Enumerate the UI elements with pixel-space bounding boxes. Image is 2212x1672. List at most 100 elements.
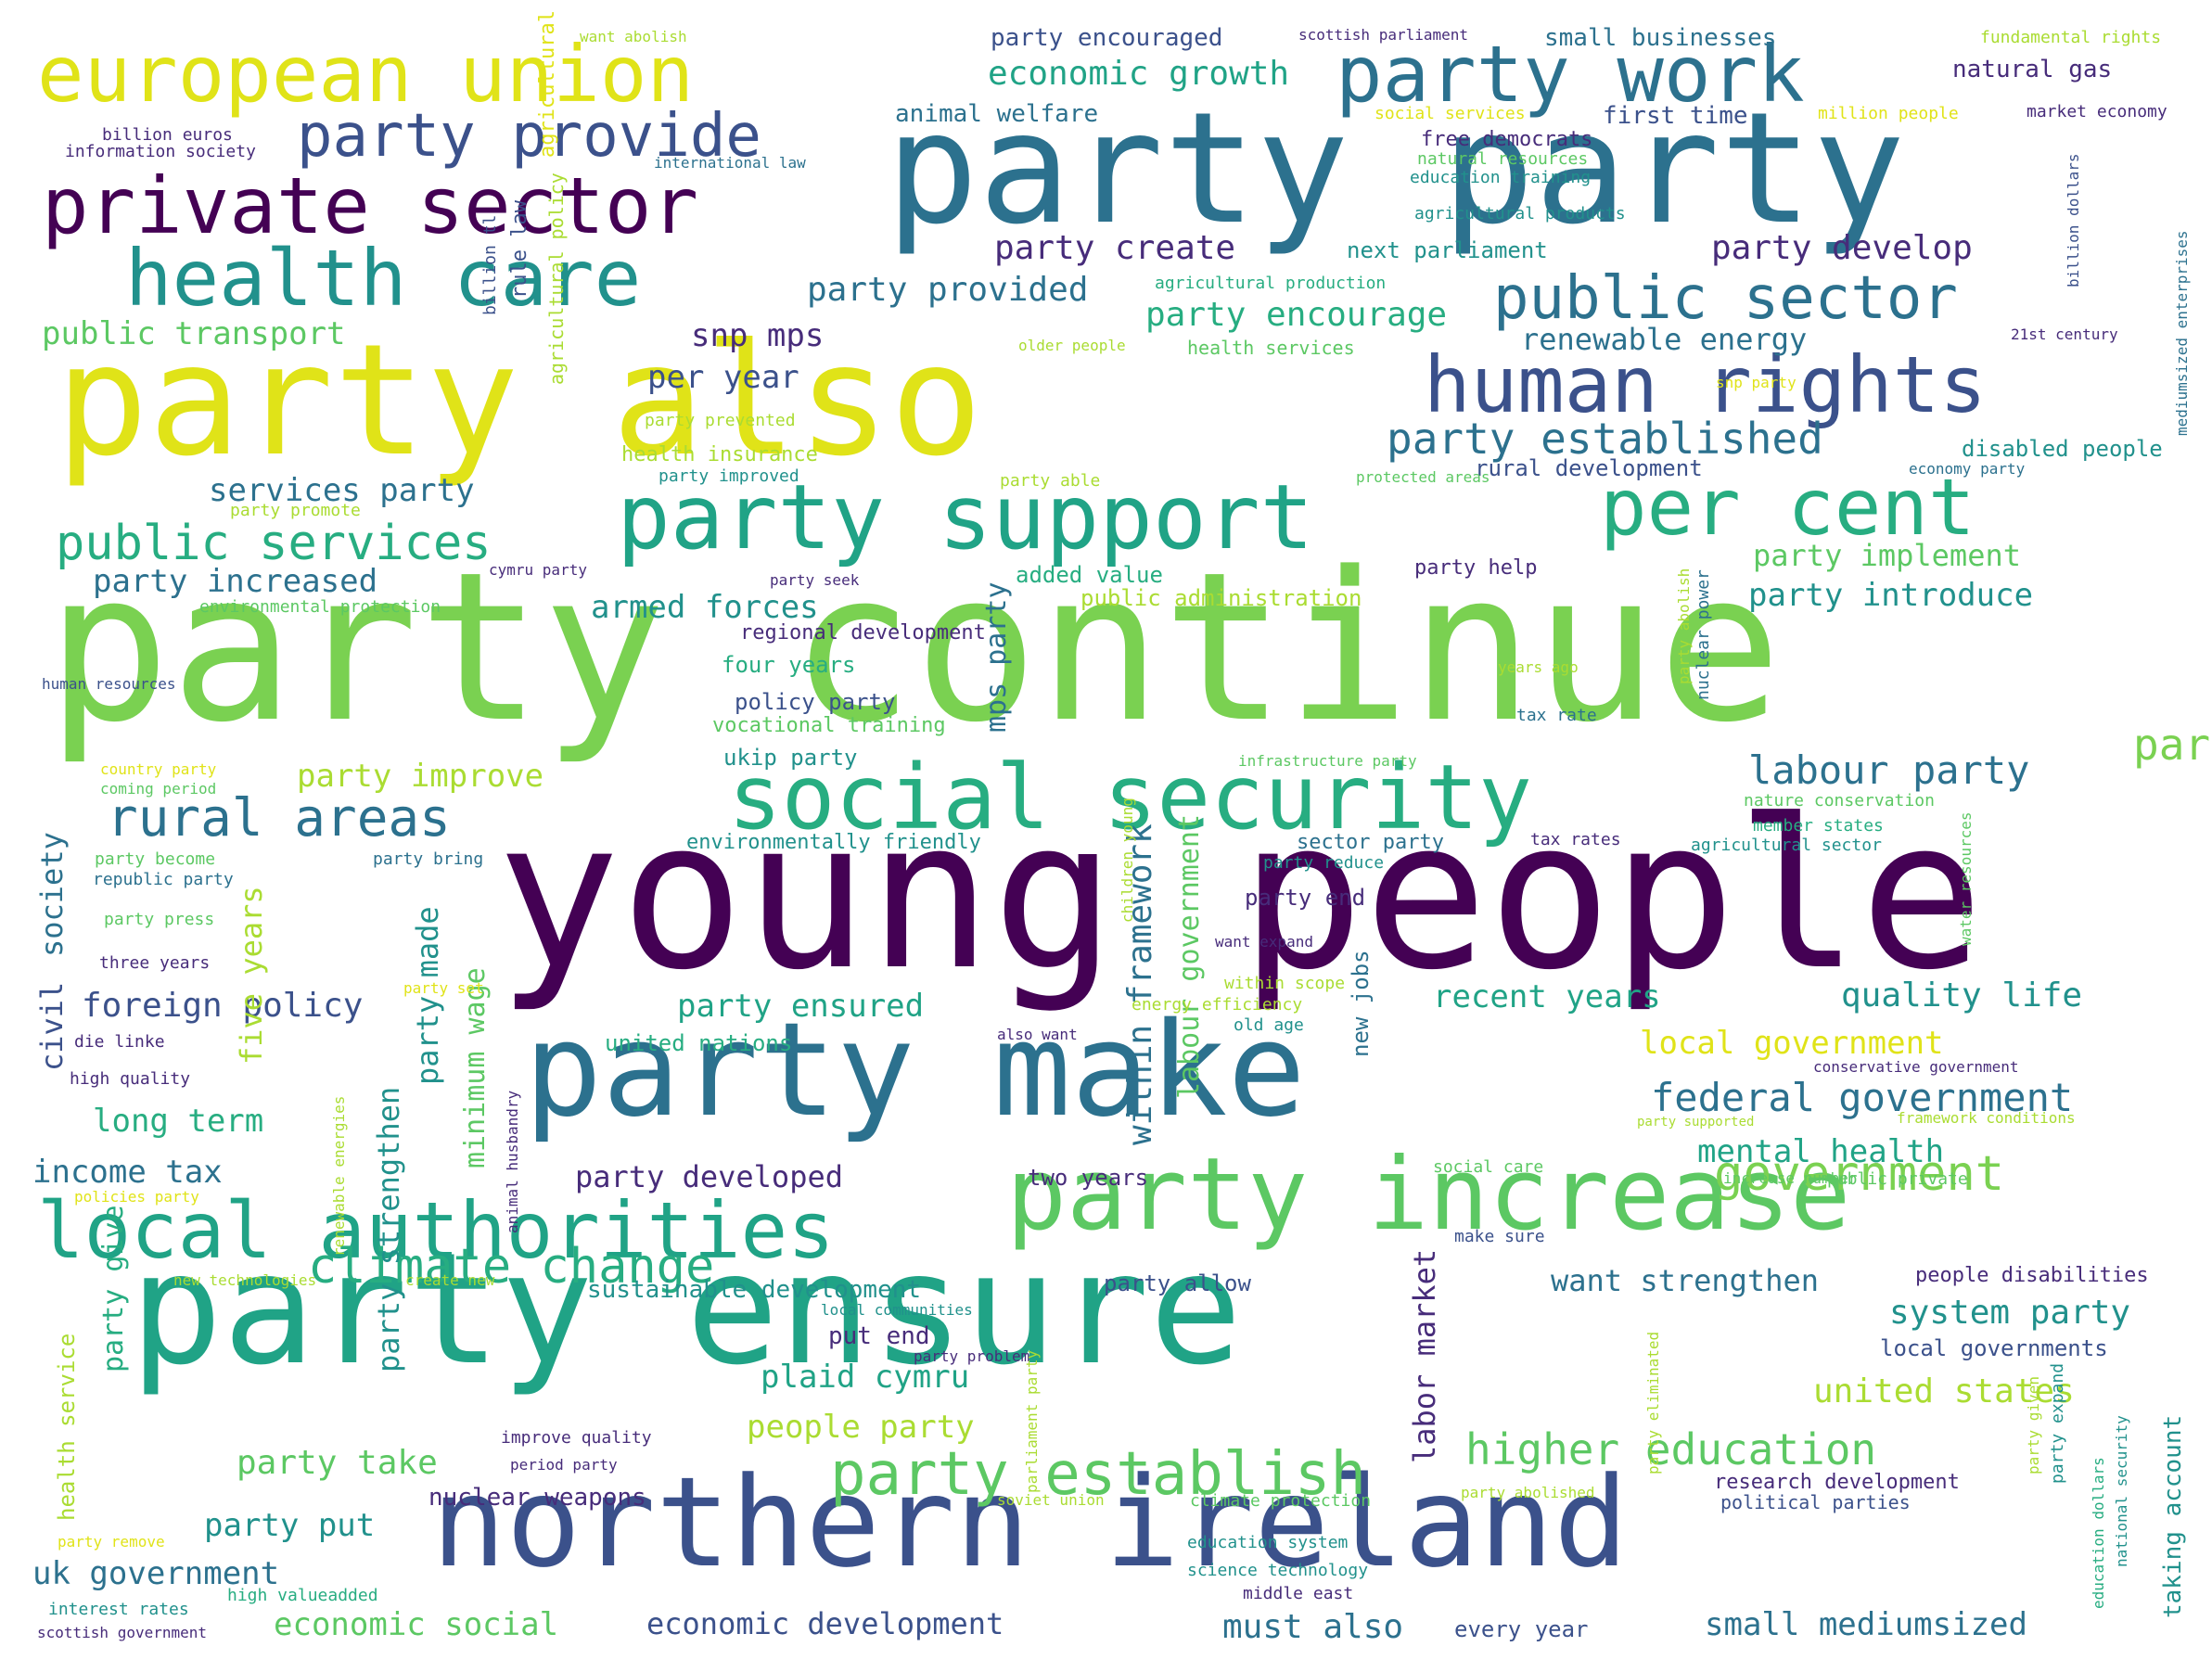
word: private sector (42, 160, 699, 251)
word: policies party (74, 1188, 199, 1206)
word: mediumsized enterprises (2173, 230, 2191, 436)
word: first time (1603, 102, 1748, 130)
word: human rights (1424, 339, 1987, 430)
word: higher education (1465, 1424, 1877, 1474)
word: billion tl (480, 214, 500, 315)
word: information society (65, 142, 256, 161)
word: tax rate (1516, 706, 1597, 725)
word: ukip party (723, 745, 858, 771)
word: public administration (1080, 585, 1362, 611)
word: labour government (1173, 813, 1206, 1099)
word: party introduce (1748, 577, 2034, 614)
word: small businesses (1544, 24, 1777, 52)
word: party seek (770, 571, 860, 589)
word: member states (1753, 816, 1884, 836)
word: natural gas (1952, 56, 2113, 83)
word: increase number (1723, 1169, 1858, 1187)
word: republic party (93, 870, 234, 889)
word: party encourage (1145, 296, 1448, 334)
word: local communities (821, 1301, 973, 1319)
word: nuclear weapons (428, 1484, 646, 1512)
word: added value (1016, 562, 1163, 588)
word: party promote (230, 501, 361, 520)
word: conservative government (1813, 1058, 2019, 1076)
word: political parties (1720, 1491, 1911, 1513)
word: period party (510, 1456, 618, 1474)
word: quality life (1841, 976, 2083, 1015)
word: party press (104, 910, 215, 929)
word: high quality (70, 1069, 191, 1089)
word: party strengthen (371, 1086, 406, 1372)
word: tax rates (1530, 830, 1621, 849)
word: armed forces (591, 589, 819, 626)
word: regional development (740, 621, 986, 645)
word: make sure (1454, 1227, 1545, 1246)
word: create new (405, 1271, 495, 1289)
word: education dollars (2090, 1457, 2107, 1609)
word: party ensured (677, 988, 925, 1025)
word: agricultural products (1414, 204, 1626, 223)
word: plaid cymru (761, 1359, 970, 1396)
word: party reduce (1263, 853, 1385, 873)
word: party work (1336, 29, 1805, 120)
word: civil (34, 981, 70, 1071)
word: party become (95, 849, 216, 869)
word: services party (209, 472, 475, 509)
word: sector party (1297, 831, 1444, 854)
word: health services (1187, 337, 1355, 359)
word: people party (747, 1409, 975, 1446)
word: society (34, 832, 70, 957)
word: middle east (1243, 1584, 1354, 1603)
word: mental health (1697, 1133, 1945, 1170)
word: renewable energy (1521, 322, 1808, 357)
word: framework conditions (1897, 1109, 2076, 1127)
word: public private (1827, 1169, 1968, 1189)
word: labour party (1748, 747, 2030, 793)
word: per year (647, 359, 799, 396)
word: party problem (914, 1347, 1030, 1365)
word: billion euros (102, 125, 233, 145)
word: social security (728, 746, 1532, 849)
word: sustainable development (587, 1276, 922, 1304)
word: within scope (1224, 974, 1346, 993)
word: recent years (1433, 978, 1661, 1015)
word: older people (1018, 337, 1126, 354)
word: agricultural policy (536, 0, 559, 158)
word: infrastructure party (1238, 752, 1417, 770)
word: scottish government (37, 1624, 208, 1641)
word: scottish parliament (1298, 26, 1469, 44)
word: party make (524, 995, 1306, 1146)
word: economic development (646, 1606, 1004, 1641)
word: fundamental rights (1980, 28, 2162, 47)
word: nuclear power (1694, 569, 1713, 700)
word: animal husbandry (504, 1090, 521, 1233)
word: country party (100, 760, 217, 778)
word: agricultural production (1155, 274, 1387, 293)
word: party (2133, 720, 2212, 770)
word: party increase (1006, 1137, 1851, 1253)
word: party support (617, 466, 1314, 569)
word: children young (1119, 798, 1136, 923)
word: also want (997, 1026, 1078, 1043)
word: new technologies (173, 1271, 317, 1289)
word: economic social (274, 1606, 559, 1643)
word: united states (1813, 1372, 2075, 1410)
word: human resources (42, 675, 176, 693)
word: three years (99, 953, 211, 973)
word: party provide (297, 102, 761, 171)
word: people disabilities (1915, 1264, 2149, 1287)
word: party prevented (645, 411, 796, 430)
word: party able (1000, 471, 1101, 491)
word: social care (1433, 1157, 1544, 1177)
word: income tax (32, 1154, 223, 1191)
word: taking account (2159, 1414, 2187, 1618)
word: party increased (93, 563, 378, 600)
word: market economy (2027, 102, 2167, 121)
word: research development (1714, 1471, 1960, 1494)
word: social services (1375, 104, 1526, 123)
word: party developed (575, 1159, 843, 1194)
word: snp mps (691, 317, 825, 354)
word: party supported (1637, 1115, 1755, 1130)
word: small mediumsized (1705, 1606, 2027, 1643)
word: snp party (1716, 374, 1796, 391)
